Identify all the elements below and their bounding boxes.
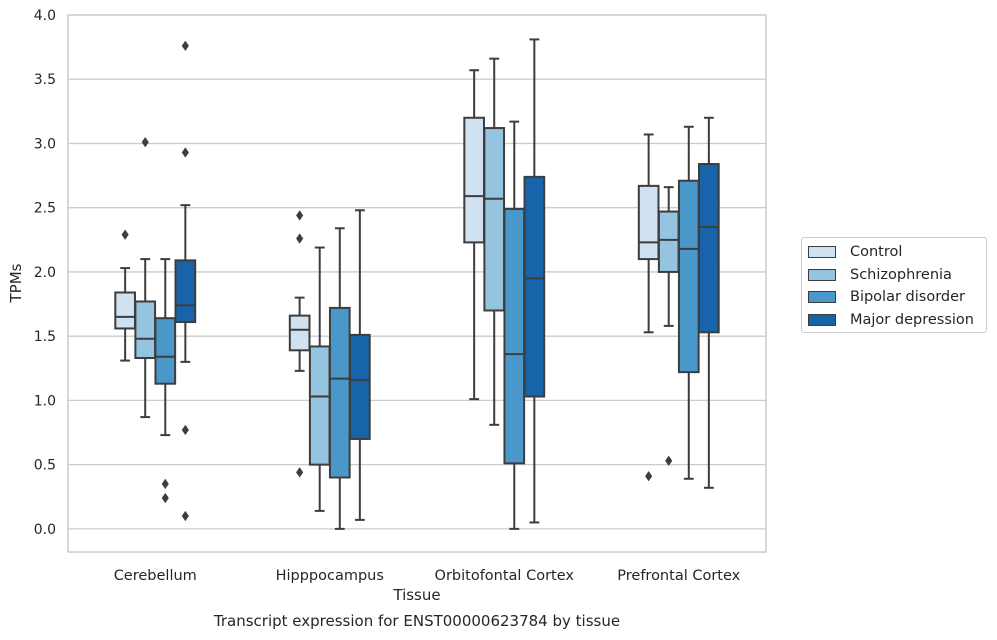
box-iqr xyxy=(677,179,700,374)
x-tick-label: Cerebellum xyxy=(114,568,197,584)
y-tick-label: 0.5 xyxy=(34,458,56,474)
y-tick-label: 3.5 xyxy=(34,72,56,88)
plot-area-frame xyxy=(67,14,767,553)
box-iqr xyxy=(288,314,311,352)
box-iqr xyxy=(657,210,680,273)
box-0-1 xyxy=(288,210,311,478)
legend-swatch xyxy=(808,268,836,281)
box-iqr xyxy=(308,345,331,466)
y-tick-label: 3.0 xyxy=(34,136,56,152)
box-0-2 xyxy=(463,69,485,401)
legend-item: Control xyxy=(808,242,902,262)
chart-caption: Transcript expression for ENST0000062378… xyxy=(213,612,620,630)
box-iqr xyxy=(483,127,506,312)
outlier-point xyxy=(296,233,304,244)
y-axis-ticks: 0.0 0.5 1.0 1.5 2.0 2.5 3.0 3.5 4.0 xyxy=(34,8,56,538)
y-tick-label: 4.0 xyxy=(34,8,56,24)
box-iqr xyxy=(349,333,371,440)
legend-label: Major depression xyxy=(850,311,974,328)
outlier-point xyxy=(181,424,189,436)
outlier-point xyxy=(141,136,149,148)
box-0-0 xyxy=(114,229,136,362)
box-iqr xyxy=(523,175,546,398)
legend-item: Schizophrenia xyxy=(808,265,952,285)
outlier-point xyxy=(645,470,653,482)
outlier-point xyxy=(161,492,169,504)
box-2-0 xyxy=(154,258,177,504)
legend-swatch xyxy=(808,291,836,303)
outlier-point xyxy=(181,510,189,522)
y-tick-label: 1.5 xyxy=(34,329,56,345)
box-iqr xyxy=(637,184,660,261)
box-1-3 xyxy=(657,186,680,467)
box-iqr xyxy=(114,291,136,330)
outlier-point xyxy=(181,40,189,52)
legend: Control Schizophrenia Bipolar disorder Majo… xyxy=(801,237,987,333)
outlier-point xyxy=(161,478,169,490)
x-axis-ticks: Cerebellum Hipppocampus Orbitofontal Corte… xyxy=(114,568,741,584)
legend-label: Bipolar disorder xyxy=(850,289,965,305)
box-iqr xyxy=(134,300,157,360)
y-tick-label: 0.0 xyxy=(34,522,56,538)
y-tick-label: 2.0 xyxy=(34,265,56,281)
legend-swatch xyxy=(808,313,836,326)
outlier-point xyxy=(296,467,304,478)
box-2-3 xyxy=(677,125,700,480)
x-tick-label: Hipppocampus xyxy=(276,568,384,584)
outlier-point xyxy=(121,229,129,240)
box-2-2 xyxy=(503,120,526,530)
outlier-point xyxy=(665,455,673,467)
x-axis-label: Tissue xyxy=(392,586,440,604)
box-1-2 xyxy=(483,57,506,426)
legend-item: Bipolar disorder xyxy=(808,287,965,307)
box-3-3 xyxy=(698,116,720,489)
box-iqr xyxy=(463,116,485,244)
box-3-2 xyxy=(523,38,546,524)
box-iqr xyxy=(503,207,526,465)
legend-label: Control xyxy=(850,244,903,260)
y-tick-label: 1.0 xyxy=(34,393,56,409)
box-iqr xyxy=(154,317,177,385)
outlier-point xyxy=(181,147,189,158)
legend-swatch xyxy=(808,246,836,258)
box-3-1 xyxy=(349,209,371,521)
outlier-point xyxy=(296,210,304,221)
box-1-0 xyxy=(134,136,157,419)
legend-item: Major depression xyxy=(808,310,974,330)
box-iqr xyxy=(174,259,197,324)
boxes xyxy=(114,38,720,530)
box-3-0 xyxy=(174,40,197,522)
box-2-1 xyxy=(328,227,351,530)
x-tick-label: Orbitofontal Cortex xyxy=(435,568,575,584)
y-tick-label: 2.5 xyxy=(34,201,56,217)
box-iqr xyxy=(328,306,351,479)
legend-label: Schizophrenia xyxy=(850,266,952,283)
box-iqr xyxy=(698,163,720,334)
box-1-1 xyxy=(308,246,331,512)
box-0-3 xyxy=(637,133,660,482)
y-axis-label: TPMs xyxy=(7,263,25,303)
x-tick-label: Prefrontal Cortex xyxy=(617,568,740,584)
